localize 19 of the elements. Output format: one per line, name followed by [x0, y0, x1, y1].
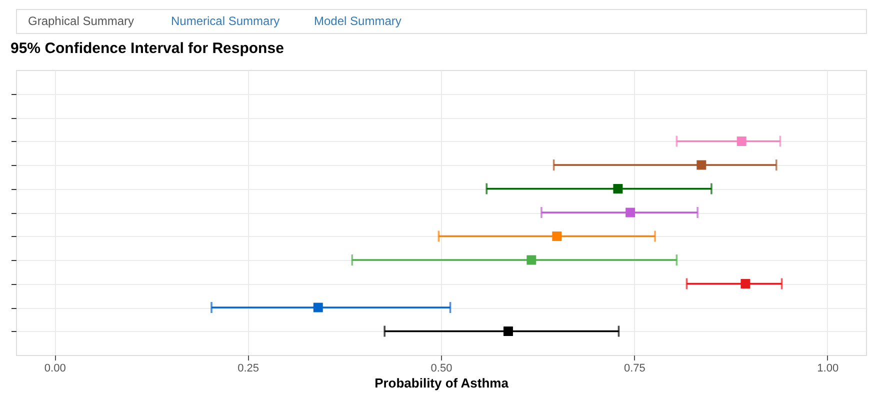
- text: Graphical Summary: [28, 14, 134, 28]
- point: [552, 232, 562, 241]
- point: [526, 255, 536, 265]
- text: Model Summary: [314, 14, 402, 28]
- point: [613, 184, 623, 194]
- point: [696, 160, 706, 170]
- point: [736, 136, 746, 146]
- x-tick-label: 0.25: [238, 362, 260, 374]
- x-tick-label: 0.50: [430, 362, 452, 374]
- point: [626, 208, 636, 218]
- point: [313, 302, 323, 312]
- point: [740, 279, 750, 288]
- x-tick-label: 1.00: [817, 362, 839, 374]
- x-tick-label: 0.75: [624, 362, 646, 374]
- x-axis-title: Probability of Asthma: [374, 376, 510, 390]
- chart-title: 95% Confidence Interval for Response: [10, 40, 284, 57]
- point: [503, 326, 513, 336]
- x-tick-label: 0.00: [44, 362, 66, 374]
- text: Numerical Summary: [171, 14, 280, 28]
